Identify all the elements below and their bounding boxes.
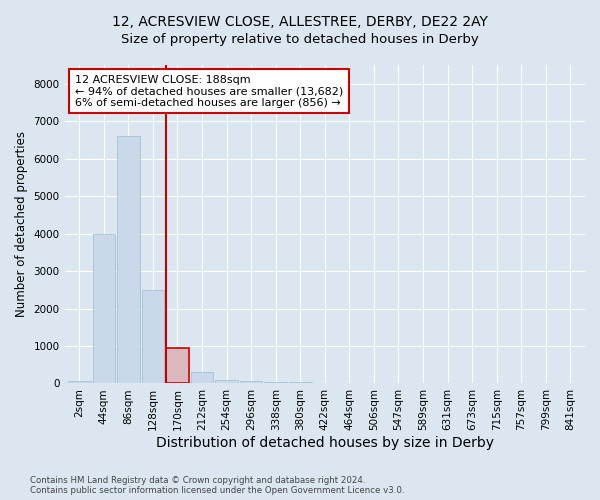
Y-axis label: Number of detached properties: Number of detached properties (15, 131, 28, 317)
Bar (142, 290, 164, 384)
Bar (191, 372, 214, 384)
Text: Size of property relative to detached houses in Derby: Size of property relative to detached ho… (121, 32, 479, 46)
Bar (289, 382, 311, 384)
X-axis label: Distribution of detached houses by size in Derby: Distribution of detached houses by size … (156, 436, 494, 450)
Bar (92, 234, 115, 384)
Bar (265, 382, 287, 384)
Bar (215, 380, 238, 384)
Bar (117, 136, 140, 384)
Text: 12 ACRESVIEW CLOSE: 188sqm
← 94% of detached houses are smaller (13,682)
6% of s: 12 ACRESVIEW CLOSE: 188sqm ← 94% of deta… (75, 74, 343, 108)
Bar (240, 380, 262, 384)
Bar (68, 380, 91, 384)
Text: 12, ACRESVIEW CLOSE, ALLESTREE, DERBY, DE22 2AY: 12, ACRESVIEW CLOSE, ALLESTREE, DERBY, D… (112, 15, 488, 29)
Bar (166, 348, 189, 384)
Text: Contains HM Land Registry data © Crown copyright and database right 2024.
Contai: Contains HM Land Registry data © Crown c… (30, 476, 404, 495)
